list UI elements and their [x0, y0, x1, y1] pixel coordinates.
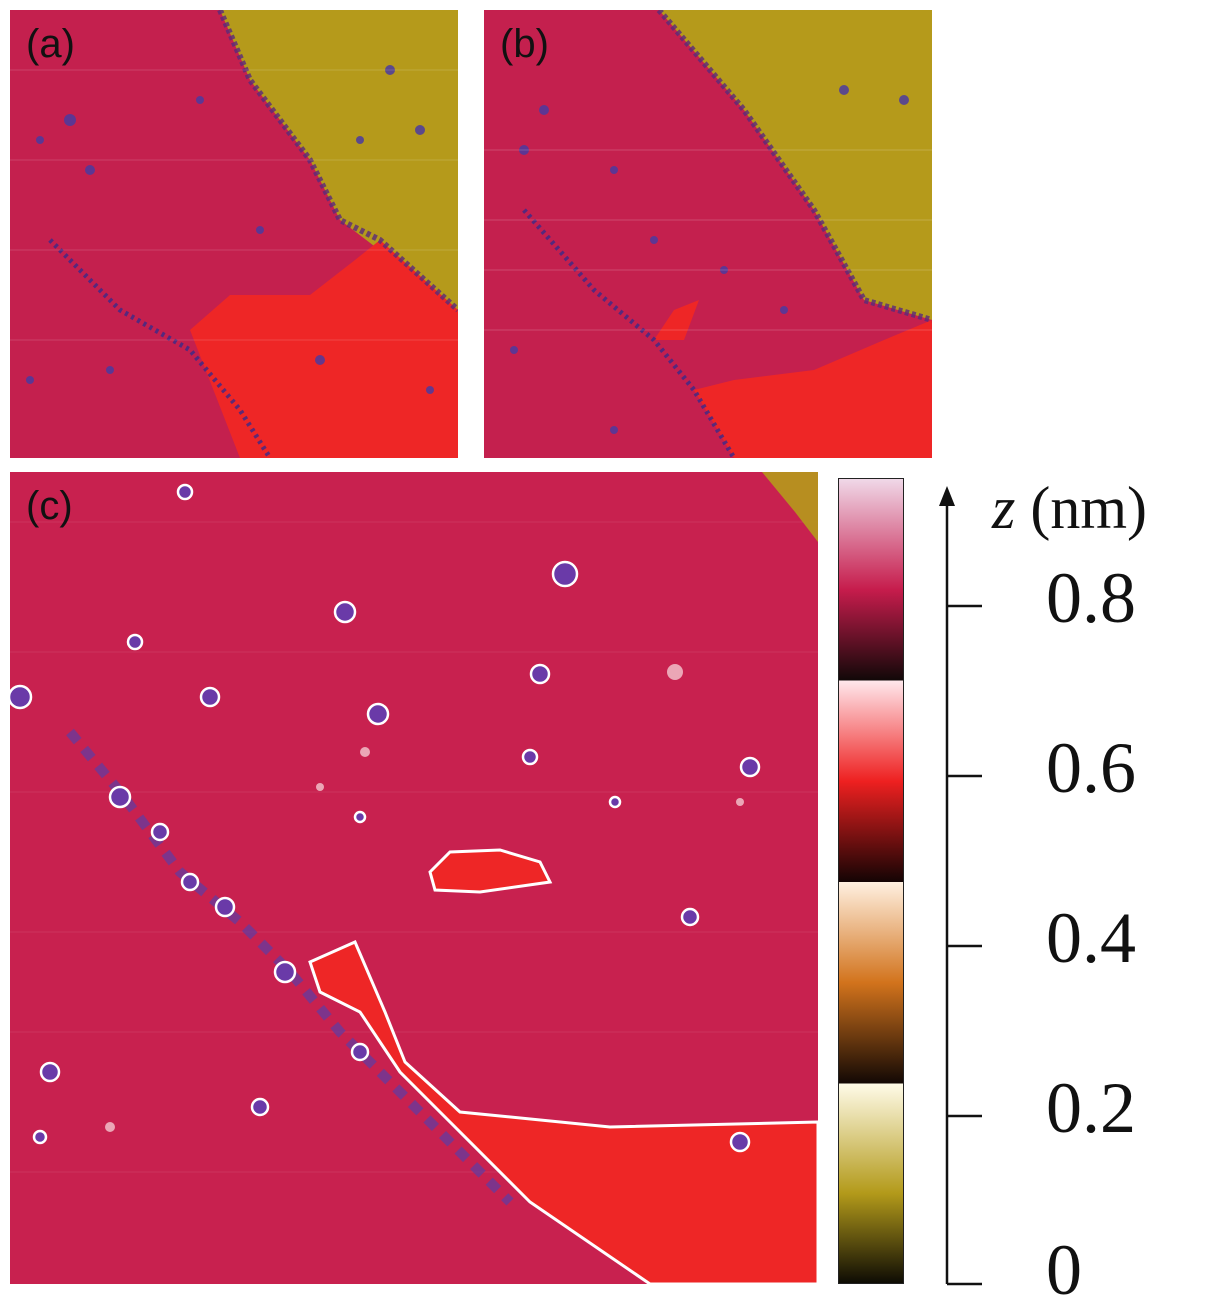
axis-unit: (nm)	[1030, 475, 1147, 541]
afm-topography-c	[10, 472, 818, 1284]
axis-variable: z	[992, 475, 1016, 541]
tick-label-0.4: 0.4	[1046, 898, 1136, 978]
tick-label-0.2: 0.2	[1046, 1068, 1136, 1148]
red-island	[428, 848, 553, 894]
panel-label-b: (b)	[500, 22, 549, 66]
terrace-high	[190, 240, 458, 458]
colorbar-gradient	[839, 479, 903, 1283]
tick-label-0.6: 0.6	[1046, 728, 1136, 808]
arrow-up-icon	[939, 486, 955, 506]
tick-label-0.8: 0.8	[1046, 558, 1136, 638]
panel-label-a: (a)	[26, 22, 75, 66]
axis-line	[939, 486, 982, 1286]
afm-image-panel-c: (c)	[10, 472, 818, 1284]
afm-image-panel-b: (b)	[484, 10, 932, 458]
afm-topography-b	[484, 10, 932, 458]
afm-image-panel-a: (a)	[10, 10, 458, 458]
height-colorbar	[838, 478, 904, 1284]
panel-label-c: (c)	[26, 484, 73, 528]
afm-topography-a	[10, 10, 458, 458]
colorbar-title: z (nm)	[992, 478, 1147, 538]
terrace-low	[659, 10, 932, 320]
terrace-high	[694, 320, 932, 458]
red-terrace	[308, 940, 818, 1284]
tick-label-0: 0	[1046, 1230, 1082, 1310]
terrace-low	[220, 10, 458, 310]
colorbar-axis: z (nm) 0.8 0.6 0.4 0.2 0	[930, 478, 1221, 1306]
